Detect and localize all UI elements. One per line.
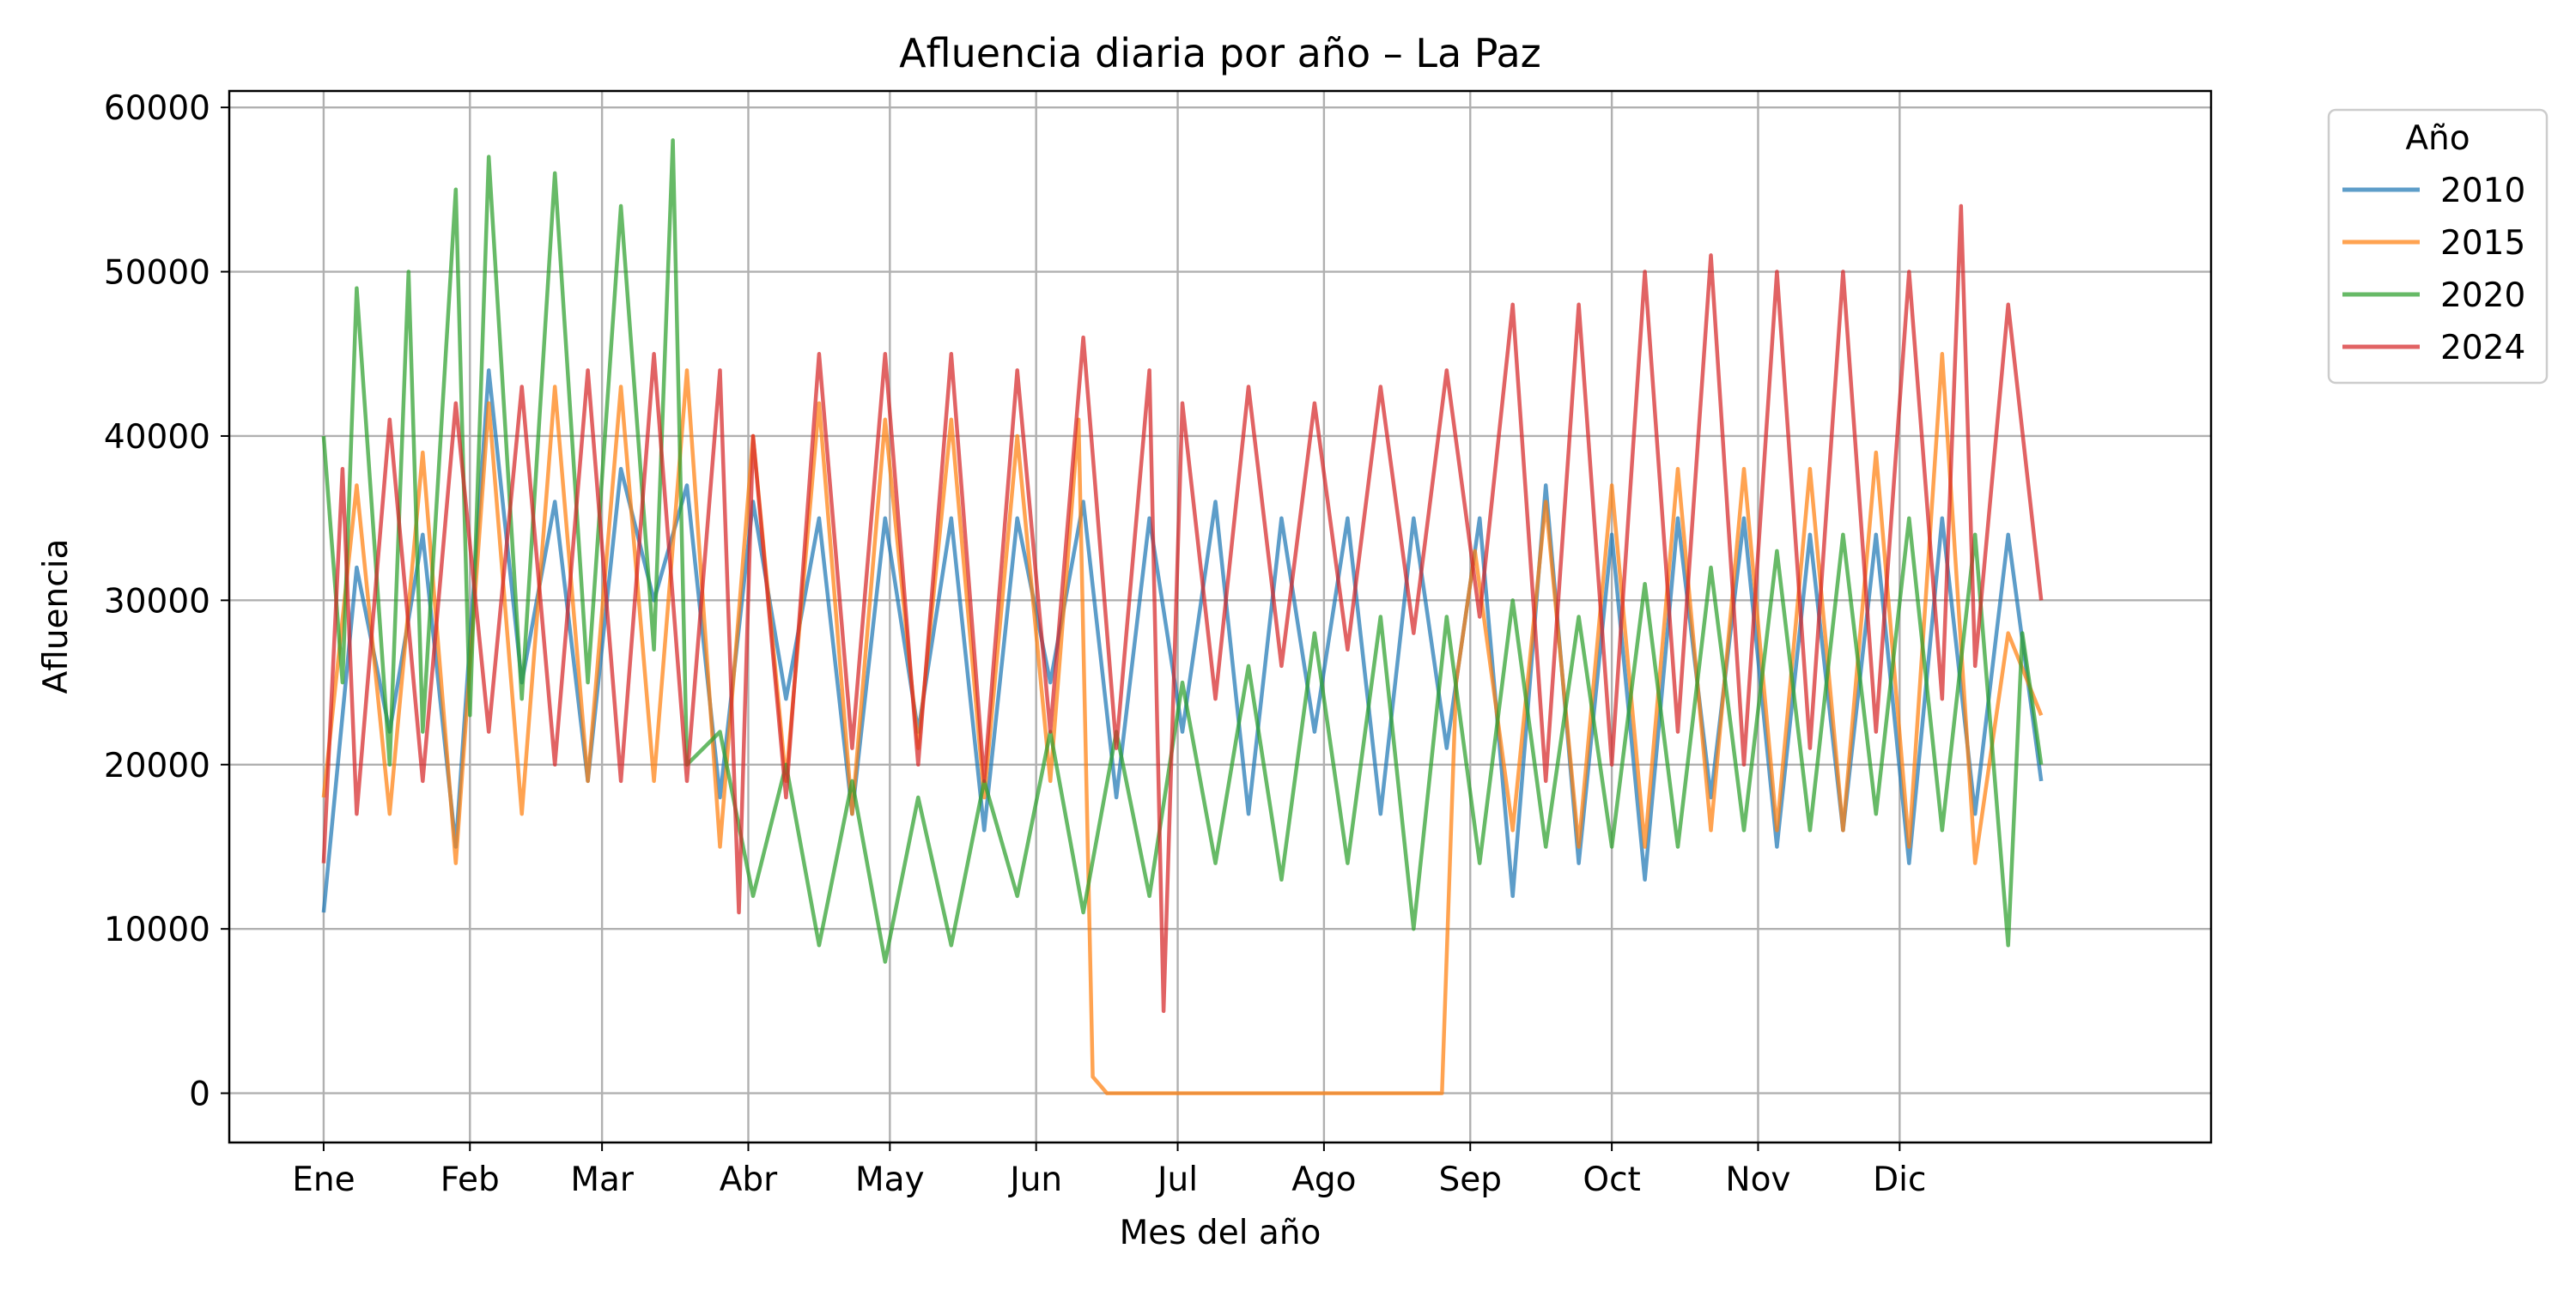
legend-label-2024: 2024 — [2440, 329, 2525, 367]
legend-title: Año — [2405, 119, 2470, 158]
y-tick-label: 60000 — [104, 89, 210, 128]
y-tick-label: 10000 — [104, 911, 210, 949]
x-axis-label: Mes del año — [1120, 1214, 1321, 1252]
x-tick-label: Jul — [1155, 1161, 1198, 1199]
legend: Año 2010 2015 2020 2024 — [2327, 108, 2549, 385]
legend-label-2020: 2020 — [2440, 276, 2525, 315]
y-axis-label: Afluencia — [37, 539, 76, 694]
legend-frame — [2327, 108, 2549, 385]
x-tick-label: Ago — [1291, 1161, 1356, 1199]
x-tick-label: Ene — [292, 1161, 355, 1199]
x-tick-label: Mar — [570, 1161, 635, 1199]
chart-title: Afluencia diaria por año – La Paz — [899, 30, 1541, 76]
y-axis: 0 10000 20000 30000 40000 50000 60000 — [104, 89, 229, 1114]
x-tick-label: Abr — [720, 1161, 778, 1199]
y-tick-label: 30000 — [104, 582, 210, 621]
x-axis: Ene Feb Mar Abr May Jun Jul Ago Sep Oct Nov Dic — [292, 1143, 1926, 1199]
y-tick-label: 0 — [189, 1076, 210, 1114]
y-tick-label: 40000 — [104, 418, 210, 457]
x-tick-label: Nov — [1725, 1161, 1790, 1199]
legend-label-2015: 2015 — [2440, 224, 2525, 263]
y-tick-label: 20000 — [104, 747, 210, 785]
x-tick-label: Feb — [440, 1161, 500, 1199]
x-tick-label: Oct — [1583, 1161, 1640, 1199]
x-tick-label: Jun — [1007, 1161, 1062, 1199]
series-line-2020 — [321, 138, 2044, 964]
series-line-2024 — [321, 203, 2044, 1014]
x-tick-label: Sep — [1438, 1161, 1502, 1199]
x-tick-label: May — [855, 1161, 925, 1199]
legend-label-2010: 2010 — [2440, 172, 2525, 210]
legend-items: 2010 2015 2020 2024 — [2342, 172, 2525, 367]
series-layer — [321, 138, 2044, 1095]
y-tick-label: 50000 — [104, 254, 210, 293]
plot-area-frame — [228, 89, 2213, 1144]
x-tick-label: Dic — [1873, 1161, 1926, 1199]
